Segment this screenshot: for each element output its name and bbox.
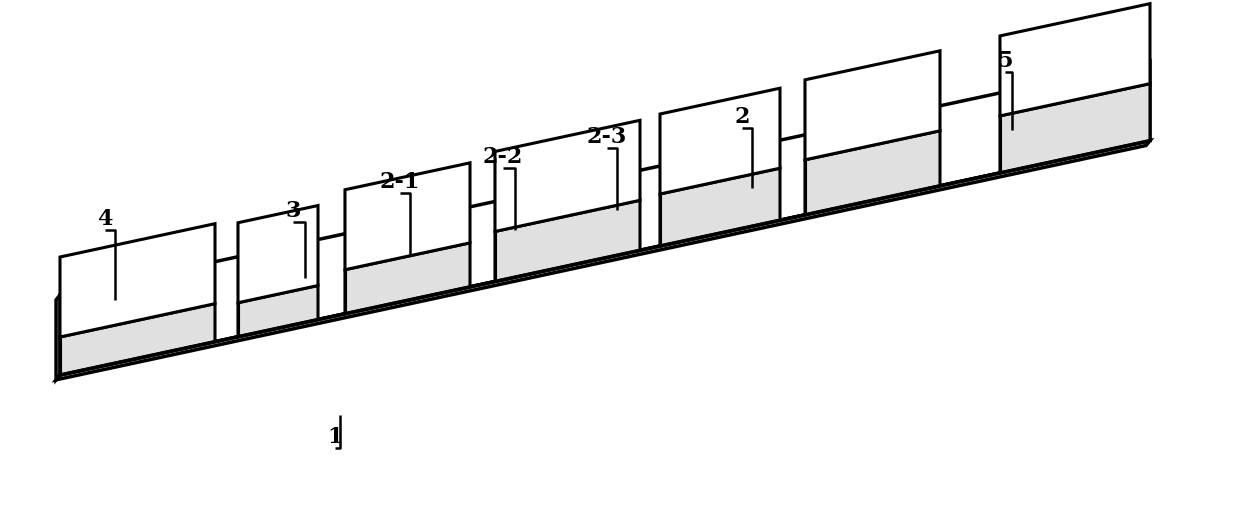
Polygon shape <box>495 200 640 282</box>
Text: 5: 5 <box>997 50 1013 72</box>
Polygon shape <box>805 51 940 160</box>
Polygon shape <box>999 4 1149 116</box>
Polygon shape <box>805 131 940 215</box>
Polygon shape <box>660 168 780 246</box>
Polygon shape <box>238 206 317 303</box>
Polygon shape <box>999 84 1149 173</box>
Polygon shape <box>345 163 470 270</box>
Polygon shape <box>60 61 1149 375</box>
Polygon shape <box>660 88 780 194</box>
Text: 1: 1 <box>327 426 342 448</box>
Polygon shape <box>60 304 215 375</box>
Text: 2-1: 2-1 <box>379 171 420 193</box>
Polygon shape <box>345 243 470 314</box>
Polygon shape <box>56 141 1149 380</box>
Text: 4: 4 <box>97 208 113 230</box>
Polygon shape <box>495 120 640 231</box>
Text: 2: 2 <box>734 106 750 128</box>
Polygon shape <box>60 224 215 337</box>
Text: 3: 3 <box>285 200 300 222</box>
Text: 2-3: 2-3 <box>587 126 627 148</box>
Polygon shape <box>238 286 317 337</box>
Text: 2-2: 2-2 <box>482 146 523 168</box>
Polygon shape <box>56 295 60 380</box>
